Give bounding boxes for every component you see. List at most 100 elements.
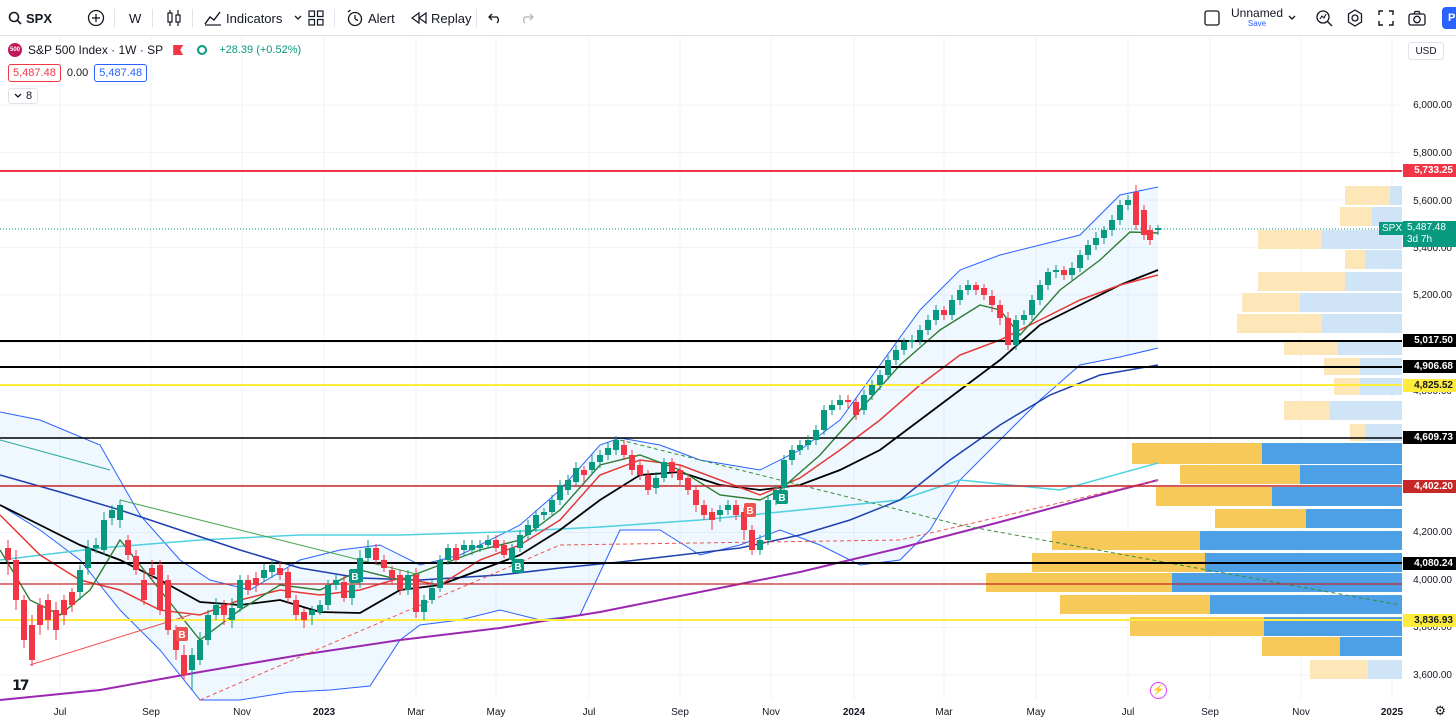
candle-body	[981, 288, 987, 295]
signal-marker	[512, 559, 524, 573]
volume-profile-bar	[1156, 487, 1272, 506]
volume-profile-bar	[1368, 660, 1402, 679]
candle-body	[205, 615, 211, 640]
candle-body	[997, 305, 1003, 318]
currency-selector[interactable]: USD	[1408, 42, 1444, 60]
candle-body	[397, 575, 403, 590]
candlestick-icon	[166, 9, 182, 27]
time-axis-label: Nov	[762, 707, 780, 718]
time-axis-label: Nov	[1292, 707, 1310, 718]
signal-label: B	[778, 493, 785, 504]
volume-profile-bar	[1258, 272, 1345, 291]
candle-body	[885, 360, 891, 375]
price-scale-label: 4,200.00	[1413, 527, 1452, 538]
spread-value: 0.00	[66, 67, 89, 79]
time-axis-label: May	[1026, 707, 1046, 718]
candle-body	[861, 395, 867, 410]
candle-body	[1133, 192, 1139, 225]
candle-body	[605, 448, 611, 455]
scale-settings-icon[interactable]: ⚙	[1434, 703, 1446, 718]
candle-body	[701, 505, 707, 515]
candle-body	[389, 570, 395, 578]
undo-button[interactable]	[488, 0, 502, 36]
candle-body	[829, 405, 835, 410]
price-chart[interactable]: B B B B B	[0, 36, 1456, 722]
candle-body	[325, 585, 331, 605]
alert-button[interactable]: Alert	[346, 0, 395, 36]
replay-button[interactable]: Replay	[411, 0, 471, 36]
time-axis-label: Sep	[1201, 707, 1219, 718]
candle-body	[845, 400, 851, 402]
tradingview-logo[interactable]: 17	[12, 678, 30, 694]
publish-label: Pu	[1448, 12, 1456, 24]
volume-profile-bar	[1372, 207, 1402, 226]
candle-body	[669, 462, 675, 472]
candle-body	[685, 478, 691, 490]
lightning-icon[interactable]: ⚡	[1150, 682, 1167, 699]
candle-body	[173, 630, 179, 650]
indicators-button[interactable]: Indicators	[204, 0, 302, 36]
layouts-button[interactable]	[308, 0, 324, 36]
layout-name-button[interactable]: Unnamed Save	[1231, 0, 1283, 36]
candle-body	[333, 580, 339, 585]
time-axis-label: Mar	[407, 707, 425, 718]
price-change: +28.39 (+0.52%)	[219, 44, 302, 56]
buy-price-button[interactable]: 5,487.48	[94, 64, 148, 82]
candle-body	[1005, 318, 1011, 345]
fullscreen-button[interactable]	[1378, 0, 1394, 36]
volume-profile-bar	[1365, 424, 1402, 441]
publish-button[interactable]: Pu	[1442, 7, 1456, 29]
candle-body	[237, 580, 243, 608]
candle-body	[1069, 268, 1075, 275]
candle-body	[141, 580, 147, 600]
candle-body	[1029, 300, 1035, 315]
volume-profile-bar	[1200, 531, 1402, 550]
market-status-icon[interactable]	[197, 45, 208, 55]
flag-icon[interactable]	[173, 45, 184, 55]
bollinger-upper	[0, 186, 1159, 591]
candle-body	[45, 600, 51, 620]
compare-button[interactable]	[87, 0, 105, 36]
candle-body	[533, 515, 539, 528]
layout-menu-button[interactable]	[1288, 0, 1296, 36]
chart-pane[interactable]: B B B B B	[0, 36, 1456, 722]
candle-body	[125, 540, 131, 555]
volume-profile-bar	[1258, 230, 1322, 249]
candle-body	[917, 330, 923, 340]
candle-body	[877, 375, 883, 385]
redo-button[interactable]	[520, 0, 534, 36]
candle-body	[1109, 220, 1115, 230]
trend-line	[619, 439, 1401, 606]
candle-body	[365, 548, 371, 558]
snapshot-button[interactable]	[1408, 0, 1426, 36]
candle-body	[21, 600, 27, 640]
candle-body	[477, 545, 483, 548]
candle-body	[941, 310, 947, 315]
chart-type-button[interactable]	[166, 0, 182, 36]
magnifier-chart-icon	[1315, 9, 1333, 27]
candle-body	[109, 510, 115, 518]
indicators-collapse-button[interactable]: 8	[8, 88, 39, 104]
candle-body	[253, 578, 259, 585]
level-label: 4,906.68	[1403, 360, 1456, 373]
level-label: 5,017.50	[1403, 334, 1456, 347]
candle-body	[693, 490, 699, 505]
candle-body	[1117, 205, 1123, 220]
candle-body	[1141, 210, 1147, 235]
candle-body	[413, 575, 419, 612]
candle-body	[61, 600, 67, 615]
volume-profile-bar	[1310, 660, 1368, 679]
candle-body	[1045, 272, 1051, 285]
candle-body	[853, 402, 859, 415]
candle-body	[565, 480, 571, 490]
sell-price-button[interactable]: 5,487.48	[8, 64, 61, 82]
settings-button[interactable]	[1346, 0, 1364, 36]
grid-icon	[308, 10, 324, 26]
candle-body	[621, 445, 627, 455]
layout-checkbox[interactable]	[1204, 0, 1220, 36]
interval-button[interactable]: W	[129, 0, 141, 36]
quick-search-button[interactable]	[1315, 0, 1333, 36]
volume-profile-bar	[1132, 443, 1262, 464]
price-scale-label: 5,600.00	[1413, 196, 1452, 207]
symbol-search-button[interactable]: SPX	[8, 0, 52, 36]
